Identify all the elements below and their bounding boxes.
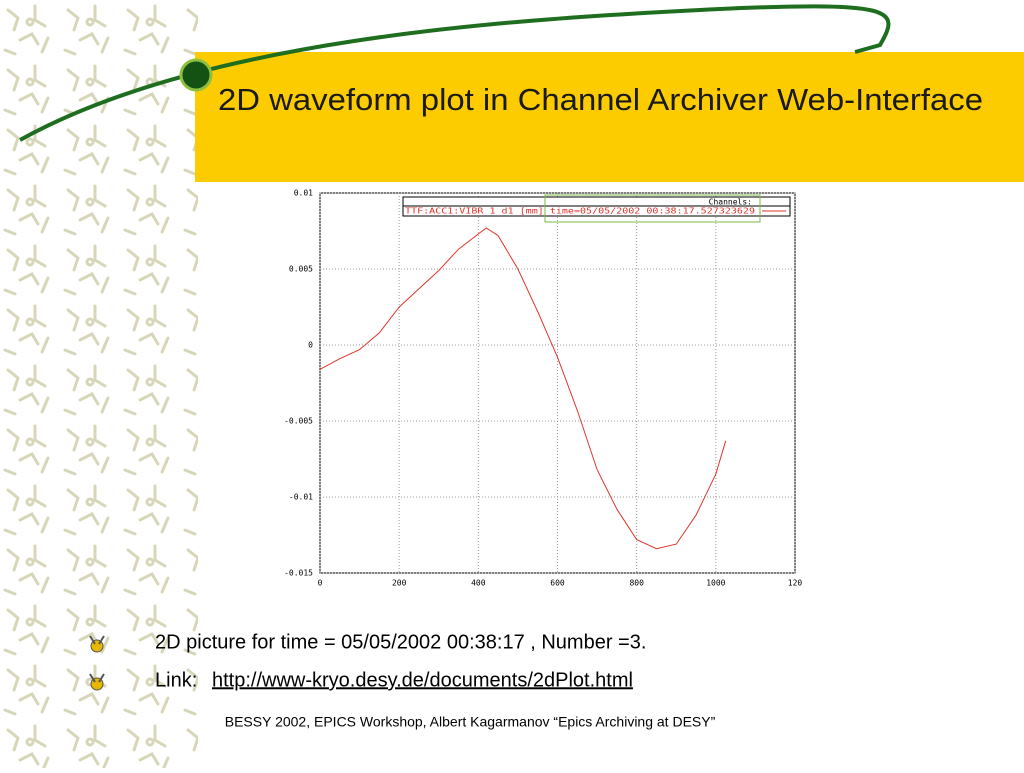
y-tick-label: 0 (308, 341, 313, 350)
x-tick-label: 120 (788, 579, 803, 588)
y-tick-label: -0.015 (284, 569, 313, 578)
x-tick-label: 0 (318, 579, 323, 588)
bullet-text: 2D picture for time = 05/05/2002 00:38:1… (155, 631, 646, 653)
x-tick-label: 800 (629, 579, 644, 588)
x-tick-label: 400 (471, 579, 486, 588)
y-tick-label: 0.01 (294, 189, 313, 198)
x-tick-label: 200 (392, 579, 407, 588)
title-banner (195, 52, 1024, 182)
highlight-box (544, 194, 761, 223)
slide-title: 2D waveform plot in Channel Archiver Web… (218, 82, 983, 117)
legend-title: Channels: (709, 198, 752, 207)
y-tick-label: -0.005 (284, 417, 313, 426)
legend-entry: TTF:ACC1:VIBR 1 d1 [mm] time=05/05/2002 … (405, 207, 755, 216)
bullet-icon (89, 673, 105, 691)
bullet-icon (89, 635, 105, 653)
y-tick-label: -0.01 (289, 493, 313, 502)
footer: BESSY 2002, EPICS Workshop, Albert Kagar… (225, 714, 716, 730)
y-tick-label: 0.005 (289, 265, 313, 274)
x-tick-label: 600 (550, 579, 565, 588)
title-badge (179, 58, 213, 92)
link-label: Link: (155, 669, 197, 691)
x-tick-label: 1000 (706, 579, 725, 588)
data-line (319, 227, 727, 550)
link[interactable]: http://www-kryo.desy.de/documents/2dPlot… (212, 669, 633, 691)
plot: 0.01 0.005 0 -0.005 -0.01 -0.015 0 200 400 600 800… (284, 189, 802, 588)
